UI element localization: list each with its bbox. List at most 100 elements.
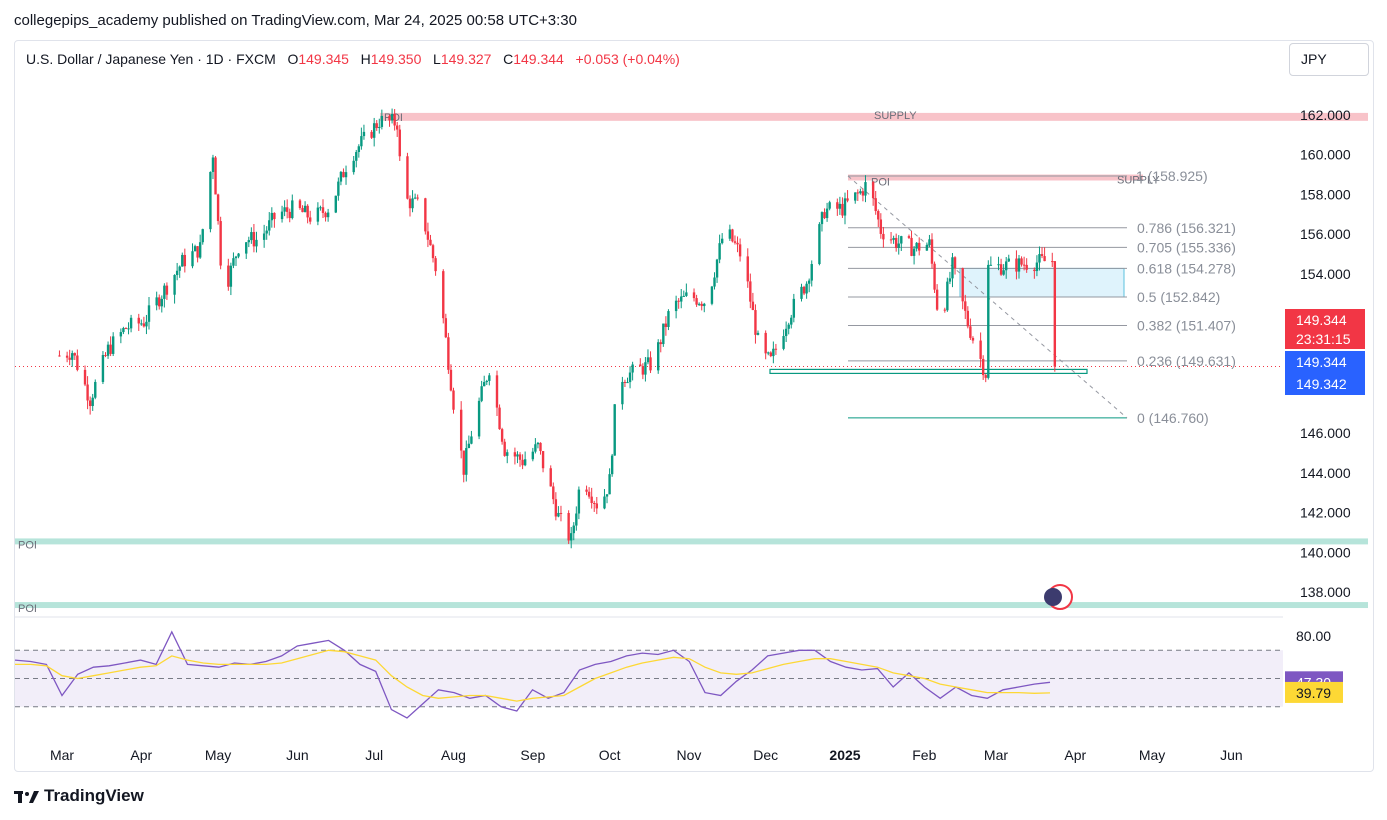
- x-tick-label: Sep: [520, 747, 545, 763]
- x-tick-label: Jun: [1220, 747, 1243, 763]
- fib-level-label: 0.705 (155.336): [1137, 239, 1236, 255]
- candle-body: [127, 328, 130, 330]
- rsi-layer: 80.0047.3039.79: [14, 616, 1343, 719]
- candle-body: [306, 205, 309, 218]
- candle-body: [1020, 258, 1023, 265]
- candle-body: [158, 297, 161, 307]
- candle-body: [621, 381, 624, 405]
- candle-body: [610, 455, 614, 475]
- candle-body: [1053, 261, 1057, 367]
- candle-body: [590, 496, 593, 503]
- change-value: +0.053 (+0.04%): [575, 51, 680, 67]
- candle-body: [971, 337, 975, 341]
- x-tick-label: May: [205, 747, 231, 763]
- candle-body: [191, 251, 194, 267]
- candle-body: [823, 212, 826, 219]
- candle-body: [398, 129, 401, 157]
- candle-body: [452, 390, 455, 410]
- candle-body: [948, 278, 952, 282]
- candle-body: [912, 248, 916, 256]
- candle-body: [682, 295, 685, 297]
- candle-body: [219, 221, 222, 266]
- candle-body: [270, 212, 274, 221]
- ask-price-tag-text: 149.342: [1296, 376, 1347, 392]
- fib-level-label: 0.236 (149.631): [1137, 353, 1236, 369]
- candle-body: [861, 191, 865, 196]
- candle-body: [516, 454, 519, 457]
- candle-body: [147, 305, 151, 322]
- candle-body: [810, 264, 813, 281]
- candle-body: [802, 286, 806, 294]
- candle-body: [91, 397, 94, 407]
- candle-body: [183, 254, 187, 267]
- candle-body: [424, 198, 427, 232]
- candle-body: [703, 303, 706, 307]
- tradingview-logo[interactable]: TradingView: [14, 786, 144, 806]
- candle-body: [882, 233, 885, 240]
- candle-body: [979, 340, 982, 359]
- candle-body: [86, 384, 89, 401]
- last-price-tag-text: 23:31:15: [1296, 331, 1351, 347]
- candle-body: [498, 407, 501, 430]
- supply-zone: [380, 112, 1368, 121]
- symbol-title[interactable]: U.S. Dollar / Japanese Yen · 1D · FXCM: [26, 51, 276, 67]
- currency-button[interactable]: JPY: [1289, 43, 1369, 76]
- candle-body: [316, 207, 320, 222]
- candle-body: [431, 245, 435, 259]
- candle-body: [291, 200, 294, 219]
- bid-price-tag-text: 149.344: [1296, 354, 1347, 370]
- bid-price-tag: [1285, 351, 1365, 373]
- x-tick-label: 2025: [829, 747, 860, 763]
- candle-body: [109, 344, 112, 354]
- candle-body: [523, 459, 527, 466]
- x-tick-label: Apr: [130, 747, 152, 763]
- x-tick-label: Oct: [599, 747, 621, 763]
- y-tick-label: 140.000: [1300, 544, 1351, 560]
- candle-body: [657, 342, 660, 371]
- low-label: L: [433, 51, 441, 67]
- candle-body: [800, 286, 803, 299]
- candle-body: [539, 442, 542, 452]
- candle-body: [273, 212, 276, 220]
- candle-body: [641, 366, 645, 375]
- candle-body: [677, 300, 680, 302]
- candle-body: [459, 409, 463, 451]
- candle-body: [342, 171, 345, 178]
- demand-box: [769, 368, 1088, 375]
- candle-body: [807, 280, 811, 284]
- candle-body: [518, 454, 522, 460]
- candle-body: [628, 372, 632, 383]
- last-price-tag: [1285, 309, 1365, 349]
- candle-body: [357, 146, 361, 153]
- candle-body: [485, 380, 488, 383]
- candle-body: [362, 131, 366, 137]
- candle-body: [662, 323, 665, 345]
- candle-body: [626, 382, 629, 384]
- candle-body: [877, 211, 880, 220]
- candle-body: [321, 207, 325, 213]
- candle-body: [900, 236, 903, 244]
- candle-body: [843, 198, 847, 216]
- y-tick-label: 142.000: [1300, 505, 1351, 521]
- candle-body: [181, 254, 184, 267]
- candle-body: [981, 358, 985, 376]
- candle-body: [575, 513, 578, 526]
- candle-body: [549, 468, 552, 487]
- poi-zone-label: POI: [18, 539, 37, 551]
- candle-body: [838, 203, 842, 209]
- x-tick-label: Jul: [365, 747, 383, 763]
- candle-body: [951, 257, 954, 279]
- us-flag-icon: [1044, 588, 1062, 606]
- candle-body: [165, 285, 169, 295]
- candle-body: [396, 125, 399, 130]
- candle-body: [774, 348, 778, 350]
- candle-body: [388, 115, 391, 121]
- candle-body: [572, 525, 575, 534]
- candle-body: [209, 171, 212, 230]
- candle-body: [969, 326, 972, 338]
- candle-body: [193, 246, 197, 252]
- candle-body: [352, 160, 355, 173]
- candle-body: [106, 344, 110, 356]
- candle-body: [495, 375, 499, 408]
